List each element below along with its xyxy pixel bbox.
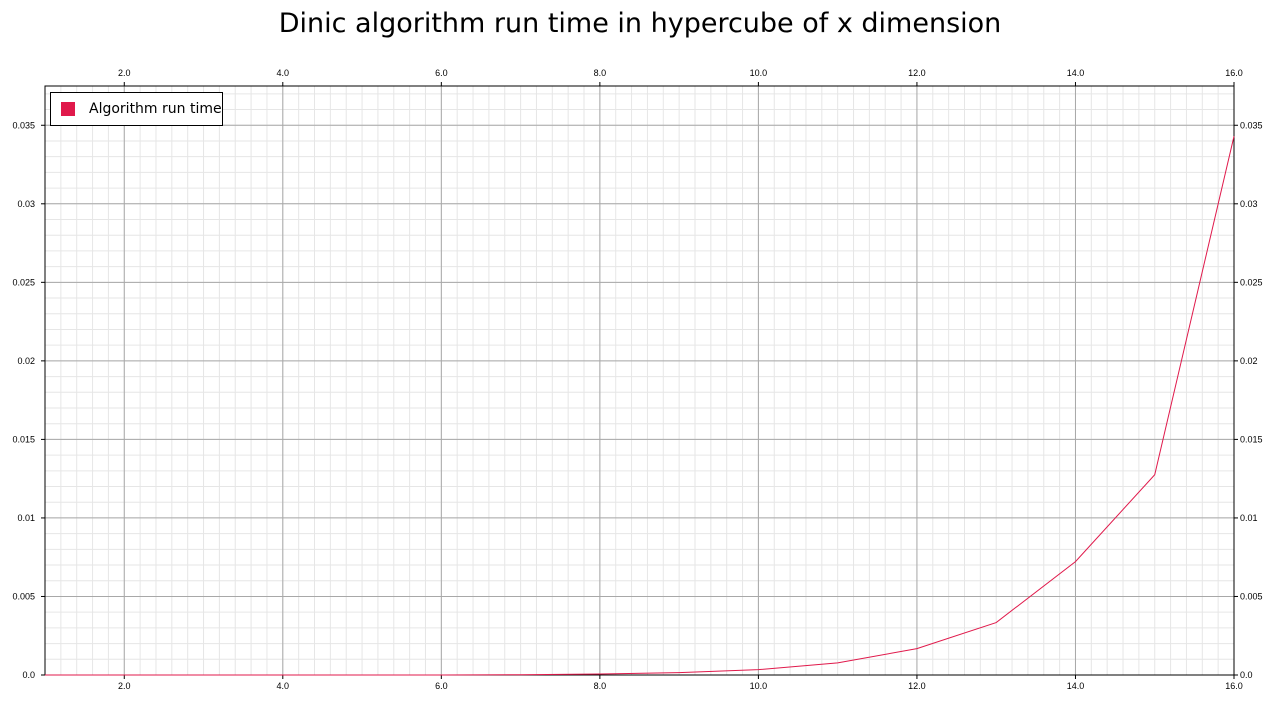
y-tick-label-right: 0.01: [1240, 513, 1258, 523]
axis-ticks: 2.0 2.0 4.0 4.0 6.0 6.0 8.0 8.0 10.0 10.0 12.0 12.0…: [12, 68, 1262, 691]
y-tick-label: 0.02: [17, 356, 35, 366]
legend-swatch: [61, 102, 75, 116]
y-tick-label: 0.03: [17, 199, 35, 209]
x-tick-label-top: 16.0: [1225, 68, 1243, 78]
x-tick-label: 4.0: [277, 681, 290, 691]
x-tick-label: 6.0: [435, 681, 448, 691]
y-tick-label: 0.01: [17, 513, 35, 523]
legend: Algorithm run time: [50, 92, 223, 126]
x-tick-label: 10.0: [750, 681, 768, 691]
series-line-run-time: [45, 136, 1235, 676]
x-tick-label: 12.0: [908, 681, 926, 691]
y-tick-label: 0.005: [12, 591, 35, 601]
x-tick-label-top: 2.0: [118, 68, 131, 78]
y-tick-label-right: 0.025: [1240, 277, 1263, 287]
series-layer: [45, 136, 1235, 676]
x-tick-label: 14.0: [1067, 681, 1085, 691]
x-tick-label-top: 14.0: [1067, 68, 1085, 78]
y-tick-label-right: 0.0: [1240, 670, 1253, 680]
x-tick-label-top: 6.0: [435, 68, 448, 78]
x-tick-label-top: 8.0: [594, 68, 607, 78]
minor-gridlines: [44, 86, 1235, 676]
y-tick-label: 0.015: [12, 434, 35, 444]
y-tick-label-right: 0.015: [1240, 434, 1263, 444]
y-tick-label-right: 0.02: [1240, 356, 1258, 366]
y-tick-label-right: 0.03: [1240, 199, 1258, 209]
y-tick-label: 0.0: [22, 670, 35, 680]
legend-label: Algorithm run time: [89, 101, 222, 117]
y-tick-label-right: 0.035: [1240, 120, 1263, 130]
x-tick-label-top: 4.0: [277, 68, 290, 78]
x-tick-label: 8.0: [594, 681, 607, 691]
x-tick-label: 2.0: [118, 681, 131, 691]
x-tick-label: 16.0: [1225, 681, 1243, 691]
y-tick-label: 0.035: [12, 120, 35, 130]
x-tick-label-top: 10.0: [750, 68, 768, 78]
y-tick-label: 0.025: [12, 277, 35, 287]
major-gridlines: [45, 86, 1235, 676]
chart-title: Dinic algorithm run time in hypercube of…: [278, 8, 1002, 39]
plot-frame: [44, 85, 1235, 676]
y-tick-label-right: 0.005: [1240, 591, 1263, 601]
x-tick-label-top: 12.0: [908, 68, 926, 78]
